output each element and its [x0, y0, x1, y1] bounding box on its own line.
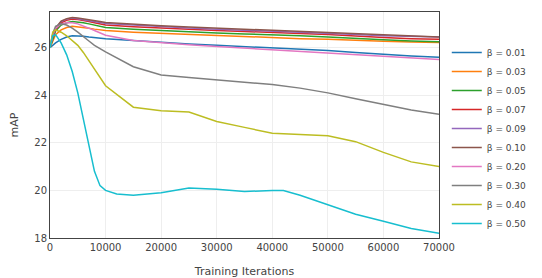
svg-text:26: 26: [34, 42, 47, 53]
svg-text:β = 0.09: β = 0.09: [487, 124, 526, 134]
svg-text:20: 20: [34, 185, 47, 196]
svg-text:β = 0.20: β = 0.20: [487, 162, 526, 172]
svg-text:20000: 20000: [145, 242, 177, 253]
svg-text:60000: 60000: [368, 242, 400, 253]
svg-text:β = 0.07: β = 0.07: [487, 105, 526, 115]
svg-text:10000: 10000: [90, 242, 122, 253]
svg-text:18: 18: [34, 233, 47, 244]
svg-text:β = 0.01: β = 0.01: [487, 48, 526, 58]
svg-text:β = 0.40: β = 0.40: [487, 200, 526, 210]
svg-text:24: 24: [34, 90, 47, 101]
svg-text:40000: 40000: [256, 242, 288, 253]
svg-text:22: 22: [34, 137, 47, 148]
svg-text:β = 0.05: β = 0.05: [487, 86, 526, 96]
svg-text:β = 0.50: β = 0.50: [487, 219, 526, 229]
svg-text:β = 0.03: β = 0.03: [487, 67, 526, 77]
svg-text:mAP: mAP: [8, 112, 21, 137]
svg-text:30000: 30000: [201, 242, 233, 253]
svg-text:β = 0.30: β = 0.30: [487, 181, 526, 191]
svg-text:0: 0: [47, 242, 53, 253]
svg-text:50000: 50000: [312, 242, 344, 253]
svg-text:β = 0.10: β = 0.10: [487, 143, 526, 153]
svg-text:70000: 70000: [423, 242, 455, 253]
svg-text:Training Iterations: Training Iterations: [194, 265, 295, 278]
